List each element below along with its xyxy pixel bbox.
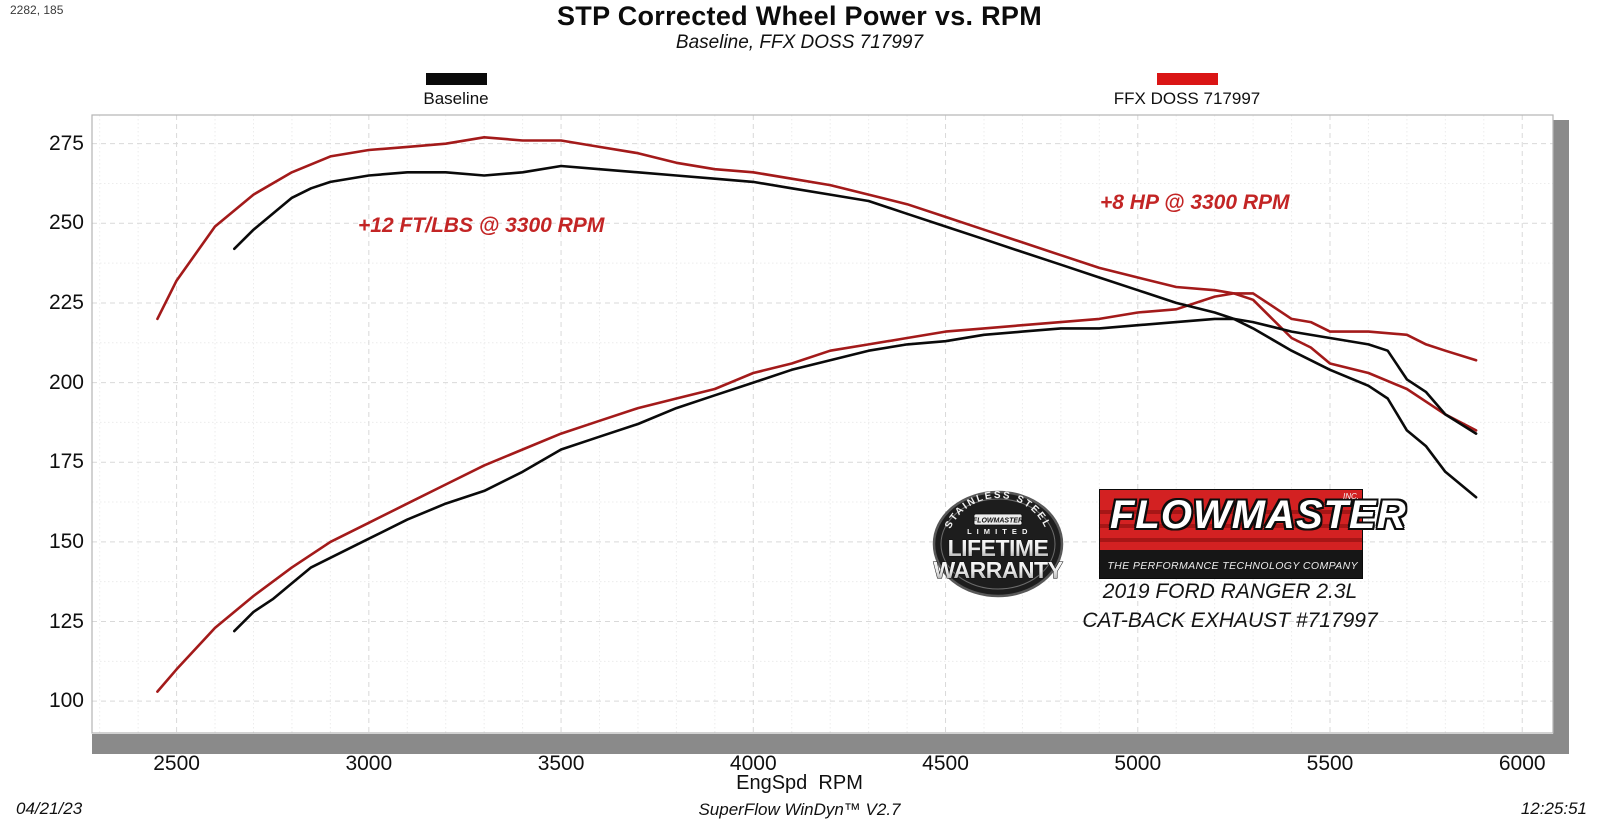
- x-tick-label: 4000: [729, 752, 777, 775]
- x-tick-label: 3500: [537, 752, 585, 775]
- y-tick-label: 250: [48, 211, 84, 235]
- vehicle-line-1: 2019 FORD RANGER 2.3L: [1102, 580, 1358, 603]
- page-title: STP Corrected Wheel Power vs. RPM: [556, 1, 1043, 31]
- footer-date: 04/21/23: [16, 799, 83, 818]
- curve-ffx-doss-717997-torque-ft-lbs-: [156, 136, 1478, 432]
- power-gain-annotation: +8 HP @ 3300 RPM: [1100, 191, 1290, 214]
- plot-frame: [91, 114, 1554, 734]
- page-subtitle: Baseline, FFX DOSS 717997: [675, 32, 924, 53]
- legend-ffx-swatch: [1157, 73, 1218, 85]
- flowmaster-logo: FLOWMASTER INC. THE PERFORMANCE TECHNOLO…: [1100, 490, 1406, 578]
- x-tick-label: 4500: [922, 752, 969, 775]
- badge-lifetime-text: LIFETIME: [948, 535, 1049, 561]
- x-tick-label: 5500: [1306, 752, 1354, 775]
- flowmaster-logo-wordmark: FLOWMASTER: [1110, 493, 1407, 537]
- y-tick-label: 200: [48, 370, 84, 394]
- y-tick-label: 175: [48, 450, 84, 474]
- x-tick-label: 2500: [153, 752, 200, 775]
- lifetime-warranty-badge: STAINLESS STEEL FLOWMASTER L I M I T E D…: [932, 490, 1064, 598]
- y-tick-label: 225: [48, 290, 84, 314]
- y-tick-label: 275: [48, 131, 84, 155]
- y-tick-label: 150: [48, 529, 84, 553]
- badge-limited-text: L I M I T E D: [967, 527, 1029, 536]
- torque-gain-annotation: +12 FT/LBS @ 3300 RPM: [358, 214, 605, 237]
- right-shadow-bar: [1553, 120, 1569, 754]
- badge-circle: [932, 490, 1064, 598]
- footer-time: 12:25:51: [1520, 799, 1587, 818]
- badge-brand-text: FLOWMASTER: [973, 518, 1023, 525]
- x-axis-title: EngSpd RPM: [736, 772, 863, 794]
- cursor-coordinates: 2282, 185: [10, 3, 64, 17]
- flowmaster-logo-inc: INC.: [1343, 492, 1359, 501]
- x-axis-shadow-bar: [92, 734, 1569, 754]
- flowmaster-logo-tagline: THE PERFORMANCE TECHNOLOGY COMPANY: [1107, 560, 1358, 572]
- y-tick-label: 100: [48, 689, 84, 713]
- vehicle-line-2: CAT-BACK EXHAUST #717997: [1082, 609, 1378, 632]
- flowmaster-logo-red-band: [1100, 490, 1362, 550]
- footer-software: SuperFlow WinDyn™ V2.7: [698, 800, 901, 819]
- x-tick-label: 6000: [1498, 752, 1546, 775]
- x-tick-label: 5000: [1114, 752, 1162, 775]
- y-tick-label: 125: [48, 609, 84, 633]
- badge-warranty-text: WARRANTY: [934, 557, 1063, 583]
- legend-ffx-label: FFX DOSS 717997: [1113, 89, 1261, 108]
- legend-baseline-label: Baseline: [423, 89, 489, 108]
- legend-baseline-swatch: [426, 73, 487, 85]
- x-tick-label: 3000: [345, 752, 393, 775]
